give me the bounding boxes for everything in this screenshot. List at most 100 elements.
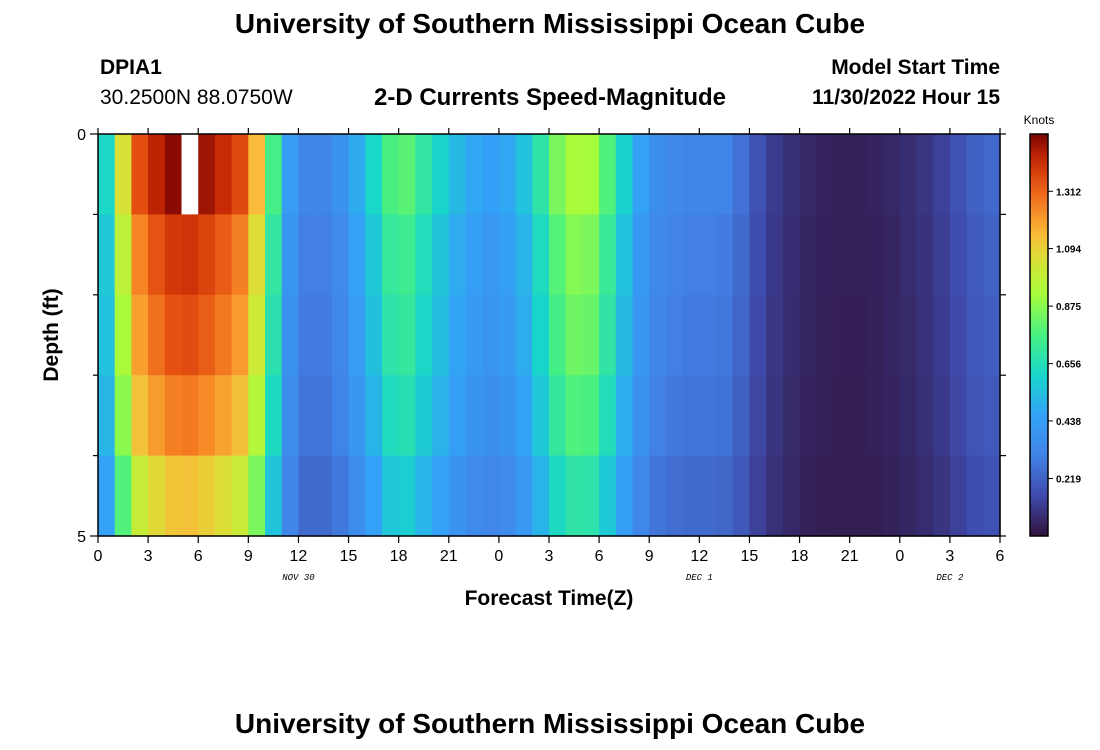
heatmap-cell: [98, 214, 116, 296]
heatmap-cell: [148, 214, 166, 296]
heatmap-cell: [164, 375, 183, 457]
heatmap-cell: [482, 294, 500, 376]
heatmap-cell: [98, 455, 116, 537]
heatmap-cell: [448, 455, 467, 537]
colorbar-gradient: [1029, 133, 1049, 537]
heatmap-cell: [549, 214, 567, 296]
heatmap-cell: [465, 294, 483, 376]
heatmap-cell: [582, 134, 600, 215]
x-tick-label: 6: [595, 548, 604, 565]
heatmap-cell: [98, 294, 116, 376]
heatmap-cell: [665, 455, 684, 537]
heatmap-cell: [532, 375, 550, 457]
x-tick-label: 15: [340, 548, 358, 565]
heatmap-cell: [231, 455, 249, 537]
heatmap-cell: [148, 134, 166, 215]
heatmap-cell: [766, 375, 784, 457]
heatmap-cell: [298, 455, 316, 537]
heatmap-cell: [348, 214, 366, 296]
heatmap-cell: [432, 134, 450, 215]
heatmap-cell: [866, 214, 884, 296]
heatmap-cell: [933, 294, 951, 376]
heatmap-cell: [398, 134, 416, 215]
heatmap-cell: [816, 455, 834, 537]
heatmap-cell: [933, 375, 951, 457]
colorbar-tick-label: 0.438: [1056, 417, 1081, 428]
heatmap-cell: [448, 294, 467, 376]
heatmap-cell: [298, 214, 316, 296]
heatmap-cell: [365, 214, 383, 296]
heatmap-cell: [565, 294, 583, 376]
heatmap-cell: [381, 375, 400, 457]
colorbar-tick-label: 1.312: [1056, 187, 1081, 198]
date-label: DEC 2: [936, 573, 964, 583]
heatmap-cell: [148, 375, 166, 457]
heatmap-cell: [983, 375, 1001, 457]
heatmap-cell: [432, 455, 450, 537]
heatmap-cell: [298, 375, 316, 457]
y-axis: 05: [77, 127, 1006, 546]
heatmap-cell: [866, 375, 884, 457]
heatmap-cell: [482, 214, 500, 296]
heatmap-cell: [281, 375, 300, 457]
heatmap-cell: [883, 134, 901, 215]
heatmap-cell: [214, 294, 233, 376]
heatmap-cell: [983, 294, 1001, 376]
heatmap-cell: [281, 214, 300, 296]
heatmap-cell: [615, 134, 634, 215]
heatmap-cell: [198, 294, 216, 376]
heatmap-cell: [248, 455, 266, 537]
x-tick-label: 9: [645, 548, 654, 565]
heatmap-cell: [899, 455, 918, 537]
heatmap-cell: [883, 375, 901, 457]
heatmap-cell: [482, 375, 500, 457]
heatmap-cell: [214, 134, 233, 215]
heatmap-cell: [331, 294, 350, 376]
date-label: DEC 1: [686, 573, 713, 583]
x-tick-label: 21: [440, 548, 458, 565]
heatmap-cell-missing: [181, 134, 199, 215]
x-tick-label: 0: [494, 548, 503, 565]
heatmap-cell: [448, 375, 467, 457]
heatmap-cell: [181, 214, 199, 296]
heatmap-cell: [649, 134, 667, 215]
heatmap-cell: [665, 375, 684, 457]
heatmap-cell: [181, 375, 199, 457]
heatmap-cell: [682, 294, 700, 376]
heatmap-cell: [749, 375, 767, 457]
heatmap-cell: [949, 294, 968, 376]
heatmap-cell: [599, 375, 617, 457]
heatmap-cell: [866, 455, 884, 537]
heatmap-cell: [498, 375, 517, 457]
heatmap-cell: [716, 375, 734, 457]
heatmap-cell: [565, 375, 583, 457]
y-tick-label: 0: [77, 127, 86, 144]
heatmap-cell: [515, 294, 533, 376]
main-title: University of Southern Mississippi Ocean…: [234, 8, 866, 39]
heatmap-cell: [983, 214, 1001, 296]
heatmap-cell: [549, 375, 567, 457]
heatmap-cell: [565, 214, 583, 296]
heatmap-cell: [816, 214, 834, 296]
heatmap-cell: [348, 455, 366, 537]
model-start-value: 11/30/2022 Hour 15: [812, 86, 1000, 109]
heatmap-cell: [732, 455, 751, 537]
heatmap-cell: [498, 294, 517, 376]
x-tick-label: 9: [244, 548, 253, 565]
heatmap-cell: [448, 134, 467, 215]
heatmap-cell: [816, 134, 834, 215]
heatmap-cell: [615, 214, 634, 296]
heatmap-cell: [749, 294, 767, 376]
heatmap-cell: [732, 214, 751, 296]
heatmap-cell: [832, 294, 851, 376]
heatmap-cell: [649, 214, 667, 296]
heatmap-cell: [265, 375, 283, 457]
heatmap-cell: [866, 134, 884, 215]
heatmap-cell: [114, 455, 132, 537]
heatmap-cell: [432, 214, 450, 296]
heatmap-cell: [415, 134, 433, 215]
heatmap-cell: [582, 455, 600, 537]
heatmap-cell: [148, 294, 166, 376]
heatmap-cell: [732, 375, 751, 457]
